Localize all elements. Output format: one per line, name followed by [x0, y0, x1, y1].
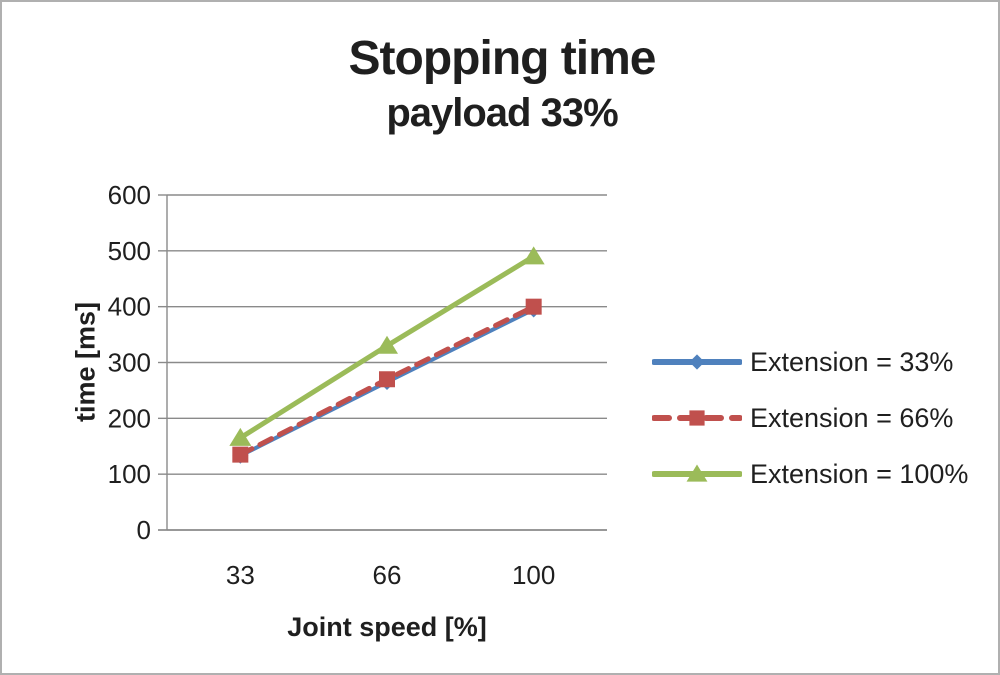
data-point-marker-square: [689, 410, 705, 426]
data-point-marker-triangle: [686, 464, 708, 482]
y-tick-label: 200: [108, 403, 151, 433]
title-block: Stopping time payload 33%: [2, 30, 998, 138]
data-point-marker-square: [232, 446, 249, 463]
y-tick-label: 600: [108, 180, 151, 210]
chart-subtitle: payload 33%: [386, 91, 618, 135]
legend: Extension = 33% Extension = 66% Extensio…: [652, 346, 969, 489]
y-tick-label: 100: [108, 459, 151, 489]
y-tick-label: 0: [137, 515, 151, 545]
data-point-marker-triangle: [522, 246, 545, 265]
legend-item: Extension = 33%: [652, 346, 968, 377]
y-tick-label: 500: [108, 236, 151, 266]
legend-label: Extension = 100%: [750, 458, 969, 489]
x-tick-label: 66: [373, 560, 402, 590]
legend-label: Extension = 66%: [750, 402, 954, 433]
legend-swatch: [652, 354, 742, 370]
legend-swatch: [652, 410, 742, 426]
legend-swatch: [652, 464, 742, 482]
data-point-marker-triangle: [229, 427, 252, 446]
legend-label: Extension = 33%: [750, 346, 954, 377]
data-point-marker-diamond: [689, 354, 705, 370]
x-axis-title: Joint speed [%]: [287, 612, 487, 642]
y-tick-label: 400: [108, 292, 151, 322]
x-tick-label: 100: [512, 560, 555, 590]
x-tick-label: 33: [226, 560, 255, 590]
y-axis-title: time [ms]: [70, 301, 101, 423]
data-point-marker-square: [525, 298, 542, 315]
legend-item: Extension = 100%: [652, 458, 969, 489]
legend-item: Extension = 66%: [652, 402, 968, 433]
data-point-marker-triangle: [376, 335, 398, 354]
data-point-marker-square: [379, 371, 395, 388]
chart-title: Stopping time: [348, 32, 657, 85]
y-tick-label: 300: [108, 348, 151, 378]
